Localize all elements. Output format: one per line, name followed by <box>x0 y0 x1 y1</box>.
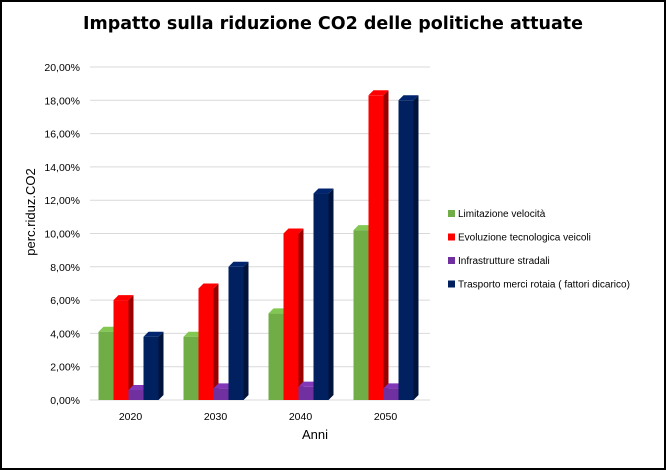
y-tick-label: 6,00% <box>50 295 80 307</box>
x-tick-label: 2040 <box>289 411 313 423</box>
bar-front <box>183 336 199 400</box>
x-axis-title: Anni <box>302 427 328 442</box>
bar-front <box>213 388 229 400</box>
y-tick-label: 0,00% <box>50 395 80 407</box>
y-tick-label: 12,00% <box>44 195 80 207</box>
x-axis-ticks: 2020 2030 2040 2050 <box>119 411 398 423</box>
bar-front <box>228 266 244 400</box>
bar-front <box>98 331 114 400</box>
x-tick-label: 2020 <box>119 411 143 423</box>
legend-item: Trasporto merci rotaia ( fattori dicaric… <box>448 280 630 291</box>
legend-item: Limitazione velocità <box>448 209 546 220</box>
bar-top <box>228 261 249 267</box>
legend-item: Infrastrutture stradali <box>448 256 550 267</box>
legend-swatch <box>448 233 455 241</box>
legend-swatch <box>448 280 455 288</box>
bar-front <box>398 100 414 401</box>
chart-title: Impatto sulla riduzione CO2 delle politi… <box>83 14 583 34</box>
legend-label: Limitazione velocità <box>458 209 546 220</box>
bar-front <box>143 336 159 400</box>
bar-top <box>198 283 219 289</box>
y-tick-label: 4,00% <box>50 328 80 340</box>
y-tick-label: 16,00% <box>44 129 80 141</box>
y-tick-label: 20,00% <box>44 62 80 74</box>
x-tick-label: 2030 <box>204 411 228 423</box>
bar-front <box>113 300 129 400</box>
y-tick-label: 2,00% <box>50 362 80 374</box>
bar-side <box>383 90 389 401</box>
bar-front <box>198 288 214 400</box>
legend-label: Trasporto merci rotaia ( fattori dicaric… <box>458 280 630 291</box>
legend-label: Infrastrutture stradali <box>458 256 550 267</box>
bar-top <box>143 331 164 337</box>
legend-swatch <box>448 210 455 217</box>
bars <box>98 90 419 401</box>
bar-side <box>328 188 334 400</box>
bar <box>313 188 334 400</box>
bar-side <box>298 228 304 400</box>
bar-front <box>313 193 329 400</box>
bar-top <box>368 90 389 96</box>
x-tick-label: 2050 <box>374 411 398 423</box>
bar-front <box>283 233 299 400</box>
y-tick-label: 14,00% <box>44 162 80 174</box>
bar-front <box>128 390 144 400</box>
bar <box>228 261 249 400</box>
bar-front <box>368 95 384 401</box>
bar-front <box>268 313 284 400</box>
bar-front <box>353 230 369 400</box>
bar <box>198 283 219 400</box>
bar-top <box>398 95 419 101</box>
bar-front <box>298 386 314 400</box>
bar <box>368 90 389 401</box>
bar-side <box>128 295 134 400</box>
bar-top <box>283 228 304 234</box>
bar-side <box>213 283 219 400</box>
legend-label: Evoluzione tecnologica veicoli <box>458 233 591 244</box>
bar-top <box>313 188 334 194</box>
bar <box>113 295 134 400</box>
y-tick-label: 10,00% <box>44 229 80 241</box>
y-tick-label: 8,00% <box>50 262 80 274</box>
bar <box>143 331 164 400</box>
bar <box>283 228 304 400</box>
bar-front <box>383 388 399 400</box>
y-axis-title: perc.riduz.CO2 <box>23 168 38 255</box>
y-axis-ticks: 0,00% 2,00% 4,00% 6,00% 8,00% 10,00% 12,00% 14,… <box>44 62 80 407</box>
legend-swatch <box>448 257 455 264</box>
y-tick-label: 18,00% <box>44 95 80 107</box>
legend: Limitazione velocità Evoluzione tecnologi… <box>448 209 630 291</box>
legend-item: Evoluzione tecnologica veicoli <box>448 233 591 244</box>
bar <box>398 95 419 401</box>
bar-top <box>113 295 134 301</box>
bar-side <box>158 331 164 400</box>
bar-side <box>243 261 249 400</box>
bar-side <box>413 95 419 401</box>
